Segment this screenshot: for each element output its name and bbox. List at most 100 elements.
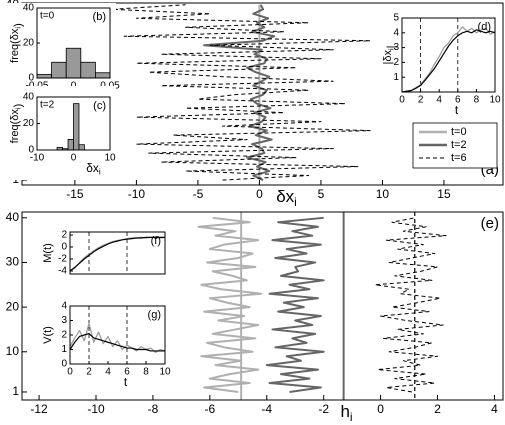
axis-label-subscript: i xyxy=(13,107,22,109)
axis-label-text: freq(δx xyxy=(9,109,21,144)
x-tick-label: 4 xyxy=(105,367,111,378)
series-line xyxy=(197,216,263,393)
series-line xyxy=(111,4,371,181)
panel-label: (c) xyxy=(93,100,106,112)
axis-label: t xyxy=(124,375,128,389)
y-tick-label: -4 xyxy=(58,266,67,277)
axis-label: t xyxy=(455,103,459,117)
x-tick-label: 4 xyxy=(436,95,442,106)
axis-label-subscript: i xyxy=(386,48,395,50)
axis-label-subscript: i xyxy=(99,167,101,177)
histogram-bar xyxy=(73,103,80,151)
x-tick-label: -8 xyxy=(148,402,159,416)
y-tick-label: 0 xyxy=(61,359,67,370)
x-tick-label: -6 xyxy=(205,402,216,416)
inset-background xyxy=(3,86,116,180)
plot-frame xyxy=(401,17,496,93)
legend-label: t=2 xyxy=(451,139,467,151)
axis-label: δxi xyxy=(86,161,101,177)
x-tick-label: 15 xyxy=(437,187,451,201)
y-tick-label: 40 xyxy=(23,92,35,103)
axis-label: V(t) xyxy=(42,326,54,344)
histogram-bar xyxy=(36,74,53,79)
x-tick-label: 0 xyxy=(377,402,384,416)
axis-label-text: ) xyxy=(12,23,24,27)
y-tick-label: 3 xyxy=(393,42,399,53)
y-tick-label: 40 xyxy=(23,3,35,14)
axis-label-subscript: i xyxy=(350,410,353,424)
axis-label-subscript: i xyxy=(294,195,297,209)
x-tick-label: 4 xyxy=(491,402,498,416)
axis-label-text: δx xyxy=(86,161,99,175)
axis-label-text: M(t) xyxy=(42,243,54,263)
x-tick-label: 0 xyxy=(67,367,73,378)
panel-label: (d) xyxy=(478,21,491,33)
inset-background xyxy=(375,12,500,112)
x-tick-label: 8 xyxy=(143,367,149,378)
panel-label: (b) xyxy=(93,11,106,23)
y-tick-label: 20 xyxy=(23,38,35,49)
x-tick-label: -2 xyxy=(318,402,329,416)
x-tick-label: 0 xyxy=(399,95,405,106)
x-tick-label: 2 xyxy=(418,95,424,106)
series-line xyxy=(265,216,325,393)
axis-label: freq(δxi) xyxy=(9,104,24,144)
histogram-bar xyxy=(78,144,85,151)
axis-label-subscript: i xyxy=(13,27,22,29)
axis-label-text: freq(δx xyxy=(9,28,21,63)
histogram-bar xyxy=(67,138,74,151)
x-tick-label: 10 xyxy=(104,153,116,164)
axis-label-text: | xyxy=(385,45,397,48)
x-tick-label: -15 xyxy=(66,187,84,201)
axis-label-text: t xyxy=(124,375,128,389)
axis-label: |δxi| xyxy=(382,45,397,64)
annotation: t=0 xyxy=(40,11,55,22)
x-tick-label: 10 xyxy=(489,95,501,106)
axis-label: M(t) xyxy=(42,243,54,263)
x-tick-label: -5 xyxy=(193,187,204,201)
x-tick-label: 10 xyxy=(159,367,171,378)
x-tick-label: 10 xyxy=(376,187,390,201)
x-tick-label: 6 xyxy=(124,367,130,378)
axis-label: hi xyxy=(340,402,352,424)
y-tick-label: 4 xyxy=(61,301,67,312)
y-tick-label: 10 xyxy=(6,344,20,358)
plot-frame xyxy=(21,211,504,401)
x-tick-label: 2 xyxy=(86,367,92,378)
y-tick-label: 0 xyxy=(28,145,34,156)
x-tick-label: 0 xyxy=(256,187,263,201)
x-tick-label: -10 xyxy=(87,402,105,416)
plot-frame xyxy=(69,305,166,365)
y-tick-label: 20 xyxy=(23,118,35,129)
panel-label: (g) xyxy=(148,309,161,321)
y-tick-label: 30 xyxy=(6,255,20,269)
x-tick-label: 0 xyxy=(71,153,77,164)
axis-label-text: δx xyxy=(276,187,294,206)
legend: t=0t=2t=6 xyxy=(412,122,498,169)
legend-label: t=6 xyxy=(451,152,467,164)
axis-label-text: |δx xyxy=(382,50,394,65)
annotation: t=2 xyxy=(40,100,55,111)
x-tick-label: 5 xyxy=(318,187,325,201)
histogram-bar xyxy=(51,61,67,79)
y-tick-label: 1 xyxy=(393,72,399,83)
y-tick-label: 4 xyxy=(393,27,399,38)
panel-label: (f) xyxy=(151,235,161,247)
series-line xyxy=(401,29,496,93)
y-tick-label: 20 xyxy=(6,299,20,313)
x-tick-label: -12 xyxy=(30,402,48,416)
y-tick-label: 1 xyxy=(12,384,19,398)
y-tick-label: 2 xyxy=(61,330,67,341)
x-tick-label: 6 xyxy=(455,95,461,106)
y-tick-label: 40 xyxy=(6,210,20,224)
inset-background xyxy=(38,226,170,285)
series-line xyxy=(69,236,165,272)
axis-label-text: V(t) xyxy=(42,326,54,344)
histogram-bar xyxy=(80,61,96,79)
y-tick-label: 1 xyxy=(61,344,67,355)
inset-background xyxy=(38,285,170,394)
axis-label-text: t xyxy=(455,103,459,117)
axis-label-text: ) xyxy=(12,104,24,108)
plot-frame xyxy=(69,231,166,275)
